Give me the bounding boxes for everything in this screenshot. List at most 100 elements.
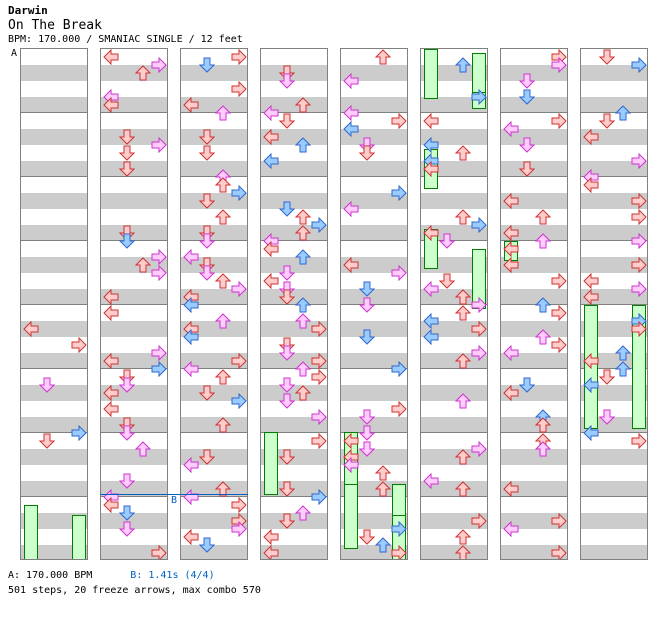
up-arrow-icon [535,233,551,249]
left-arrow-icon [503,225,519,241]
measure-divider [581,304,647,305]
left-arrow-icon [103,401,119,417]
section-marker-b: B [171,495,178,506]
left-arrow-icon [103,353,119,369]
right-arrow-icon [631,281,647,297]
up-arrow-icon [295,385,311,401]
measure-divider [21,304,87,305]
chart-column [500,48,568,560]
down-arrow-icon [119,505,135,521]
left-arrow-icon [423,113,439,129]
down-arrow-icon [279,513,295,529]
measure-divider [181,432,247,433]
freeze-arrow [632,305,646,429]
down-arrow-icon [279,393,295,409]
down-arrow-icon [439,273,455,289]
chart-column [420,48,488,560]
right-arrow-icon [391,545,407,559]
left-arrow-icon [423,137,439,153]
left-arrow-icon [103,97,119,113]
measure-divider [181,368,247,369]
left-arrow-icon [583,289,599,305]
down-arrow-icon [279,377,295,393]
up-arrow-icon [455,209,471,225]
right-arrow-icon [151,249,167,265]
left-arrow-icon [183,457,199,473]
right-arrow-icon [231,353,247,369]
up-arrow-icon [615,345,631,361]
down-arrow-icon [359,425,375,441]
left-arrow-icon [183,329,199,345]
down-arrow-icon [119,377,135,393]
down-arrow-icon [119,473,135,489]
measure-divider [181,112,247,113]
up-arrow-icon [455,305,471,321]
right-arrow-icon [71,425,87,441]
right-arrow-icon [311,433,327,449]
up-arrow-icon [535,417,551,433]
right-arrow-icon [471,321,487,337]
measure-divider [181,304,247,305]
right-arrow-icon [631,233,647,249]
measure-divider [581,240,647,241]
left-arrow-icon [263,241,279,257]
up-arrow-icon [455,481,471,497]
measure-divider [501,432,567,433]
up-arrow-icon [455,145,471,161]
right-arrow-icon [631,57,647,73]
up-arrow-icon [455,449,471,465]
left-arrow-icon [503,521,519,537]
right-arrow-icon [311,321,327,337]
up-arrow-icon [375,49,391,65]
up-arrow-icon [215,177,231,193]
right-arrow-icon [471,441,487,457]
chart-column [340,48,408,560]
left-arrow-icon [343,201,359,217]
up-arrow-icon [535,209,551,225]
up-arrow-icon [135,257,151,273]
up-arrow-icon [295,225,311,241]
measure-divider [341,368,407,369]
measure-divider [181,176,247,177]
up-arrow-icon [215,481,231,497]
right-arrow-icon [391,361,407,377]
right-arrow-icon [151,57,167,73]
section-marker-a: A [11,48,18,59]
left-arrow-icon [583,129,599,145]
up-arrow-icon [535,441,551,457]
right-arrow-icon [471,297,487,313]
measure-divider [341,240,407,241]
left-arrow-icon [423,313,439,329]
up-arrow-icon [375,481,391,497]
measure-divider [421,112,487,113]
left-arrow-icon [343,73,359,89]
up-arrow-icon [135,441,151,457]
left-arrow-icon [503,385,519,401]
left-arrow-icon [263,545,279,559]
right-arrow-icon [311,353,327,369]
measure-divider [501,240,567,241]
up-arrow-icon [295,505,311,521]
measure-divider [101,176,167,177]
measure-divider [501,304,567,305]
chart-column [180,48,248,560]
right-arrow-icon [391,113,407,129]
chart-stats: 501 steps, 20 freeze arrows, max combo 5… [8,585,261,596]
down-arrow-icon [519,137,535,153]
down-arrow-icon [199,385,215,401]
right-arrow-icon [231,497,247,513]
left-arrow-icon [263,129,279,145]
down-arrow-icon [519,377,535,393]
measure-divider [501,112,567,113]
down-arrow-icon [119,129,135,145]
chart-info: BPM: 170.000 / SMANIAC SINGLE / 12 feet [8,34,243,45]
measure-divider [181,496,247,497]
measure-divider [101,112,167,113]
down-arrow-icon [279,265,295,281]
right-arrow-icon [231,281,247,297]
left-arrow-icon [343,457,359,473]
left-arrow-icon [103,305,119,321]
chart-column [580,48,648,560]
measure-divider [421,368,487,369]
up-arrow-icon [135,65,151,81]
